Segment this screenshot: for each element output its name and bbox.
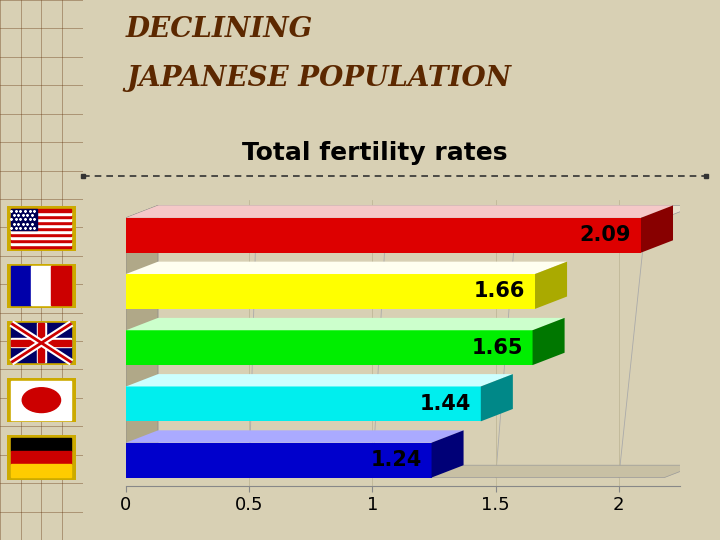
Bar <box>12 239 71 242</box>
Bar <box>12 224 71 227</box>
Polygon shape <box>126 205 673 218</box>
Polygon shape <box>126 374 513 387</box>
Polygon shape <box>641 205 673 253</box>
Polygon shape <box>533 318 564 365</box>
Bar <box>38 323 45 362</box>
Text: Total fertility rates: Total fertility rates <box>242 141 507 165</box>
Text: 1.65: 1.65 <box>471 338 523 357</box>
Bar <box>126 274 535 309</box>
Polygon shape <box>126 430 464 443</box>
Text: DECLINING: DECLINING <box>126 16 313 43</box>
Text: 1.24: 1.24 <box>370 450 422 470</box>
Bar <box>32 266 51 305</box>
Bar <box>12 323 71 362</box>
Bar <box>12 381 71 420</box>
Bar <box>37 323 46 362</box>
Bar <box>12 451 71 464</box>
Bar <box>12 209 71 212</box>
Bar <box>12 212 71 215</box>
Bar <box>12 464 71 477</box>
Bar <box>126 218 641 253</box>
Bar <box>12 438 71 451</box>
Text: 2.09: 2.09 <box>580 225 631 245</box>
Polygon shape <box>126 465 696 477</box>
Bar <box>12 221 71 224</box>
Polygon shape <box>126 318 564 330</box>
Bar <box>12 215 71 218</box>
Bar <box>126 387 481 421</box>
Bar <box>12 340 71 346</box>
Bar <box>12 209 37 230</box>
Bar <box>12 233 71 236</box>
Polygon shape <box>481 374 513 421</box>
Circle shape <box>22 388 60 413</box>
Text: 1.44: 1.44 <box>420 394 471 414</box>
Bar <box>12 218 71 221</box>
Polygon shape <box>126 205 158 477</box>
Bar <box>12 230 71 233</box>
Text: JAPANESE POPULATION: JAPANESE POPULATION <box>126 65 511 92</box>
Bar <box>12 242 71 245</box>
Polygon shape <box>535 262 567 309</box>
Polygon shape <box>126 205 696 218</box>
Bar <box>12 339 71 347</box>
Polygon shape <box>126 262 567 274</box>
Bar <box>12 227 71 230</box>
Text: 1.66: 1.66 <box>474 281 525 301</box>
Bar <box>126 443 431 477</box>
Bar <box>126 330 533 365</box>
Polygon shape <box>431 430 464 477</box>
Bar <box>12 266 32 305</box>
Bar <box>12 245 71 248</box>
Bar <box>12 236 71 239</box>
Bar <box>51 266 71 305</box>
